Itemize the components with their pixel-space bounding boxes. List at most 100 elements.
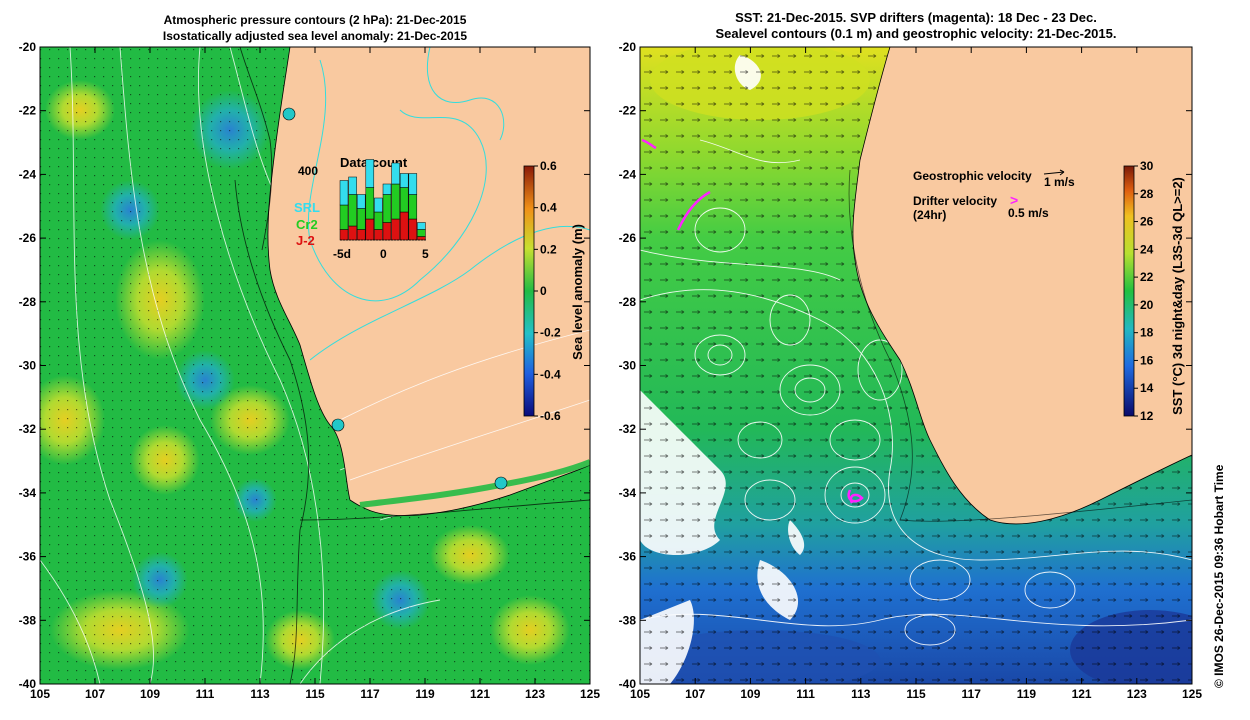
left-map (40, 47, 590, 684)
colorbar-tick-label: 28 (1140, 187, 1154, 201)
colorbar-tick-label: -0.2 (540, 326, 561, 340)
x-tick-label: 107 (85, 687, 105, 701)
inset-bar-segment (399, 211, 409, 241)
x-tick-label: 109 (740, 687, 760, 701)
inset-bar-segment (382, 183, 392, 195)
data-count-inset: Data count 400 SRL Cr2 J-2 -5d 0 5 (294, 155, 429, 261)
inset-bar-segment (417, 229, 426, 237)
inset-xtick-0: 0 (380, 247, 387, 261)
inset-bar-segment (408, 173, 418, 195)
sla-colorbar-label: Sea level anomaly (m) (570, 224, 585, 360)
y-tick-label: -20 (19, 40, 37, 54)
colorbar-tick-label: 0 (540, 284, 547, 298)
y-tick-label: -26 (19, 231, 37, 245)
inset-bar-segment (382, 222, 392, 241)
y-tick-label: -32 (19, 422, 37, 436)
inset-bar-segment (382, 194, 392, 223)
y-tick-label: -38 (19, 613, 37, 627)
inset-xtick-minus5: -5d (333, 247, 351, 261)
drifter-label-line2: (24hr) (913, 208, 946, 222)
x-tick-label: 121 (1072, 687, 1092, 701)
inset-bar-segment (348, 225, 357, 241)
sla-colorbar: 0.6 0.4 0.2 0 -0.2 -0.4 -0.6 Sea level anomaly… (523, 159, 585, 423)
inset-xtick-5: 5 (422, 247, 429, 261)
x-tick-label: 119 (415, 687, 435, 701)
inset-bar-segment (399, 173, 409, 188)
x-tick-label: 125 (580, 687, 600, 701)
inset-bar-segment (374, 211, 383, 230)
y-tick-label: -36 (19, 550, 37, 564)
drifter-scale-glyph: > (1010, 192, 1018, 208)
inset-bar-segment (348, 194, 357, 227)
australia-land-right (852, 47, 1192, 525)
x-tick-label: 111 (796, 687, 815, 701)
colorbar-tick-label: 12 (1140, 409, 1154, 423)
y-tick-label: -24 (19, 167, 37, 181)
x-tick-label: 119 (1017, 687, 1037, 701)
inset-bar-segment (408, 194, 418, 220)
x-tick-label: 123 (525, 687, 545, 701)
left-panel-title: Atmospheric pressure contours (2 hPa): 2… (40, 12, 590, 44)
inset-bar-segment (365, 218, 375, 241)
x-tick-label: 125 (1182, 687, 1202, 701)
inset-bar-segment (391, 183, 400, 220)
y-tick-label: -36 (619, 550, 637, 564)
colorbar-tick-label: 22 (1140, 270, 1154, 284)
y-tick-label: -30 (619, 359, 637, 373)
right-panel-title: SST: 21-Dec-2015. SVP drifters (magenta)… (640, 10, 1192, 42)
inset-bar-segment (339, 180, 349, 206)
drifter-label-line1: Drifter velocity (913, 194, 997, 208)
colorbar-tick-label: 0.2 (540, 242, 557, 256)
inset-bar-segment (408, 218, 418, 241)
inset-ymax-label: 400 (298, 164, 318, 178)
tide-gauge-markers (282, 107, 508, 490)
inset-bar-segment (399, 187, 409, 213)
x-tick-label: 105 (630, 687, 650, 701)
colorbar-tick-label: 0.4 (540, 201, 557, 215)
y-tick-label: -24 (619, 167, 637, 181)
y-tick-label: -38 (619, 613, 637, 627)
y-tick-label: -34 (19, 486, 37, 500)
y-tick-label: -32 (619, 422, 637, 436)
right-title-line1: SST: 21-Dec-2015. SVP drifters (magenta)… (735, 10, 1097, 25)
right-title-line2: Sealevel contours (0.1 m) and geostrophi… (715, 26, 1117, 41)
inset-bar-segment (391, 162, 400, 185)
colorbar-tick-label: 16 (1140, 353, 1154, 367)
x-tick-label: 111 (196, 687, 215, 701)
inset-bar-segment (391, 218, 400, 241)
map-axes: 105 107 109 111 113 115 117 119 121 123 125-20-22-… (19, 40, 1203, 701)
y-tick-label: -26 (619, 231, 637, 245)
inset-bar-segment (356, 229, 366, 241)
x-tick-label: 117 (360, 687, 380, 701)
colorbar-tick-label: 14 (1140, 381, 1154, 395)
inset-bar-segment (339, 229, 349, 241)
inset-legend-srl: SRL (294, 200, 320, 215)
geostrophic-label: Geostrophic velocity (913, 169, 1032, 183)
inset-bar-segment (365, 187, 375, 220)
colorbar-tick-label: 30 (1140, 159, 1154, 173)
x-tick-label: 121 (470, 687, 490, 701)
sst-colorbar-label: SST (°C) 3d night&day (L3S-3d QL>=2) (1170, 177, 1185, 415)
drifter-tracks (641, 138, 864, 504)
inset-bar-segment (374, 197, 383, 213)
inset-bar-segment (374, 229, 383, 241)
inset-bar-segment (348, 176, 357, 195)
sealevel-contours (640, 139, 1192, 646)
y-tick-label: -28 (19, 295, 37, 309)
y-tick-label: -40 (19, 677, 37, 691)
x-tick-label: 113 (851, 687, 871, 701)
y-tick-label: -30 (19, 359, 37, 373)
x-tick-label: 107 (685, 687, 705, 701)
x-tick-label: 117 (962, 687, 982, 701)
left-title-line1: Atmospheric pressure contours (2 hPa): 2… (163, 13, 467, 27)
inset-legend-cr2: Cr2 (296, 217, 318, 232)
land-height-contours (307, 47, 590, 361)
inset-bar-segment (417, 222, 426, 230)
geostrophic-scale: 1 m/s (1044, 175, 1075, 189)
colorbar-tick-label: 20 (1140, 298, 1154, 312)
colorbar-tick-label: -0.4 (540, 367, 561, 381)
inset-bar-segment (365, 159, 375, 188)
y-tick-label: -22 (19, 104, 37, 118)
colorbar-tick-label: 26 (1140, 215, 1154, 229)
